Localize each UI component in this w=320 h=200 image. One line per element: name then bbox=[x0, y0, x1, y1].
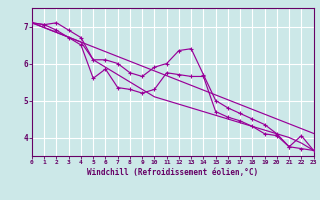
X-axis label: Windchill (Refroidissement éolien,°C): Windchill (Refroidissement éolien,°C) bbox=[87, 168, 258, 177]
